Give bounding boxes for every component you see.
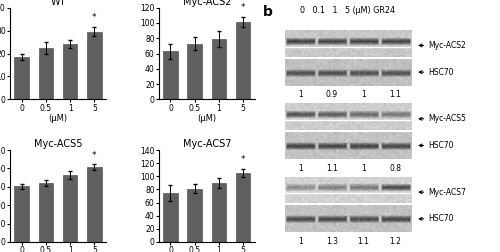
Text: 1: 1 xyxy=(361,90,366,99)
Bar xyxy=(163,193,178,242)
Title: Myc-ACS7: Myc-ACS7 xyxy=(182,139,231,149)
Text: 1: 1 xyxy=(298,90,302,99)
Bar xyxy=(38,183,53,242)
Title: Myc-ACS5: Myc-ACS5 xyxy=(34,139,82,149)
Bar xyxy=(87,167,102,242)
Title: Myc-ACS2: Myc-ACS2 xyxy=(182,0,231,7)
Bar xyxy=(14,186,29,242)
X-axis label: (μM): (μM) xyxy=(48,114,68,123)
Bar xyxy=(38,48,53,100)
Text: HSC70: HSC70 xyxy=(428,141,454,150)
Text: 1: 1 xyxy=(298,237,302,246)
Title: WT: WT xyxy=(50,0,66,7)
Text: 1: 1 xyxy=(361,164,366,173)
Text: Myc-ACS7: Myc-ACS7 xyxy=(428,188,467,197)
Text: *: * xyxy=(241,3,246,12)
Text: 1.2: 1.2 xyxy=(389,237,401,246)
Text: 1: 1 xyxy=(298,164,302,173)
Text: Myc-ACS2: Myc-ACS2 xyxy=(428,41,467,50)
Text: 1.1: 1.1 xyxy=(389,90,401,99)
Text: 1.1: 1.1 xyxy=(326,164,338,173)
Text: *: * xyxy=(241,155,246,165)
Text: *: * xyxy=(92,150,96,160)
Text: 1.1: 1.1 xyxy=(358,237,370,246)
Text: 0.9: 0.9 xyxy=(326,90,338,99)
Bar xyxy=(188,44,202,100)
Bar xyxy=(212,39,226,100)
Text: HSC70: HSC70 xyxy=(428,68,454,77)
Text: *: * xyxy=(92,14,96,22)
Bar xyxy=(188,189,202,242)
Bar xyxy=(236,22,250,100)
Bar xyxy=(63,175,78,242)
Bar xyxy=(14,57,29,100)
X-axis label: (μM): (μM) xyxy=(198,114,216,123)
Bar xyxy=(87,32,102,100)
Text: Myc-ACS5: Myc-ACS5 xyxy=(428,114,467,123)
Text: 1.3: 1.3 xyxy=(326,237,338,246)
Text: 0.8: 0.8 xyxy=(389,164,401,173)
Bar xyxy=(236,173,250,242)
Bar xyxy=(163,51,178,100)
Text: 0   0.1   1   5 (μM) GR24: 0 0.1 1 5 (μM) GR24 xyxy=(300,6,395,15)
Bar xyxy=(63,44,78,100)
Text: HSC70: HSC70 xyxy=(428,214,454,223)
Text: b: b xyxy=(262,5,272,19)
Bar xyxy=(212,183,226,242)
